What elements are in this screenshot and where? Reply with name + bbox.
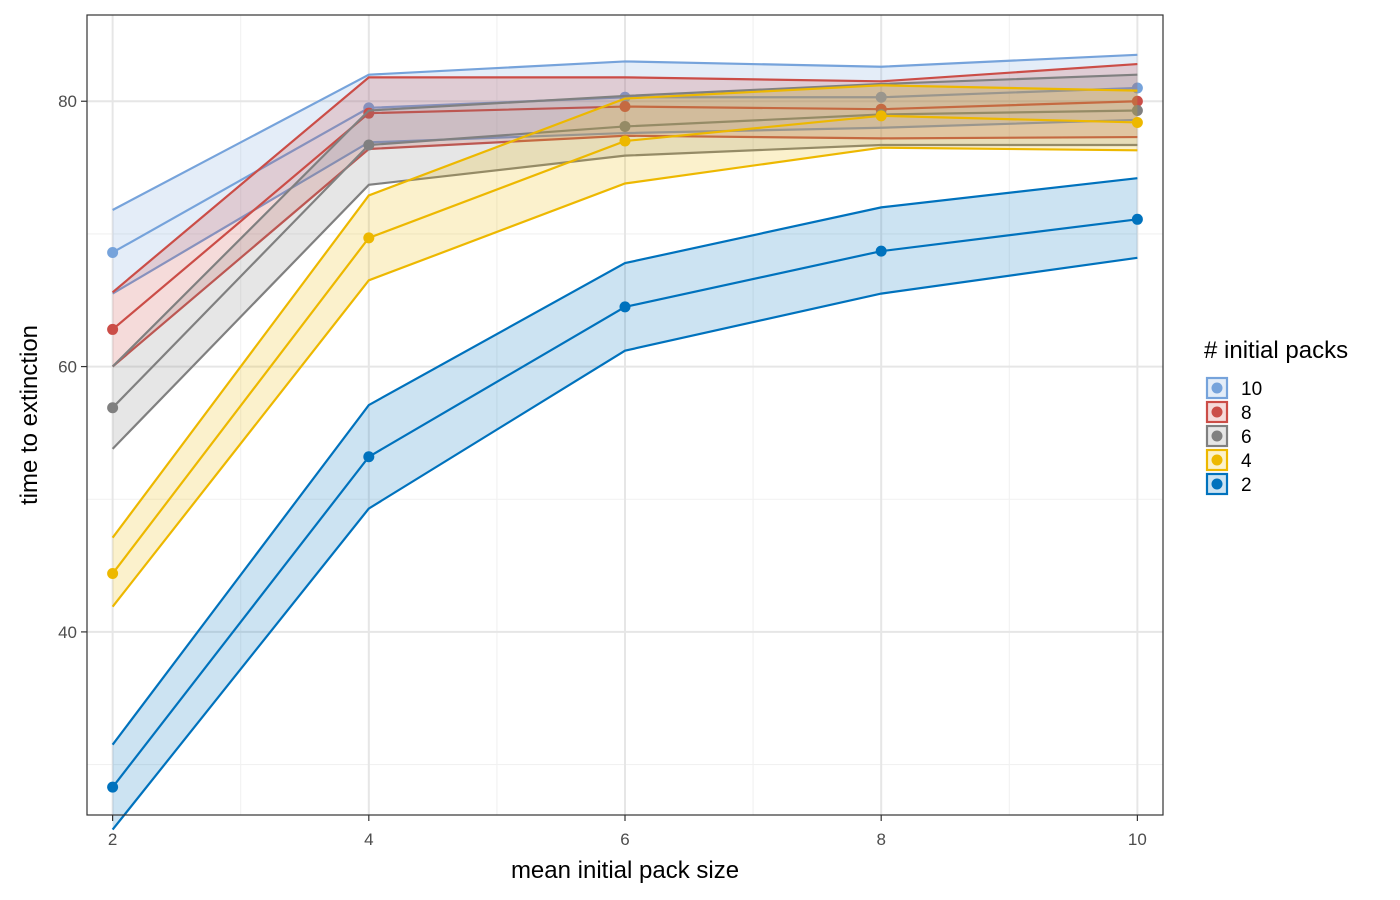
point-2 — [619, 301, 631, 313]
legend-point-8 — [1211, 406, 1223, 418]
point-4 — [107, 568, 119, 580]
ribbon-lower-10 — [112, 118, 1138, 295]
series-4 — [107, 84, 1143, 608]
x-axis: 2 4 6 8 10 — [108, 815, 1147, 849]
ribbon-6 — [112, 74, 1138, 449]
legend-point-6 — [1211, 430, 1223, 442]
x-tick-label: 2 — [108, 830, 117, 849]
legend-item-4: 4 — [1205, 448, 1252, 472]
ribbon-upper-10 — [112, 53, 1138, 211]
legend-label-8: 8 — [1241, 403, 1252, 424]
point-2 — [363, 451, 375, 463]
y-axis: 40 60 80 — [58, 92, 87, 642]
ribbon-lower-4 — [111, 146, 1138, 608]
legend-label-10: 10 — [1241, 379, 1262, 400]
point-4 — [1131, 116, 1143, 128]
legend-point-10 — [1211, 382, 1223, 394]
series-layer — [107, 53, 1143, 831]
point-8 — [619, 101, 631, 113]
legend-label-2: 2 — [1241, 475, 1252, 496]
point-4 — [619, 135, 631, 147]
legend: # initial packs 10 8 6 4 2 — [1204, 337, 1348, 496]
x-axis-title: mean initial pack size — [511, 857, 739, 884]
point-4 — [363, 232, 375, 244]
y-tick-label: 40 — [58, 623, 77, 642]
y-tick-label: 80 — [58, 92, 77, 111]
point-6 — [619, 120, 631, 132]
legend-point-2 — [1211, 478, 1223, 490]
point-6 — [1131, 105, 1143, 117]
point-8 — [107, 323, 119, 335]
ribbon-4 — [112, 85, 1138, 607]
series-6 — [107, 73, 1143, 450]
point-6 — [107, 402, 119, 414]
legend-item-8: 8 — [1205, 400, 1252, 424]
x-tick-label: 6 — [620, 830, 629, 849]
legend-label-6: 6 — [1241, 427, 1252, 448]
x-tick-label: 4 — [364, 830, 373, 849]
legend-item-6: 6 — [1205, 424, 1252, 448]
point-10 — [875, 91, 887, 103]
point-6 — [363, 139, 375, 151]
point-10 — [107, 246, 119, 258]
x-tick-label: 8 — [876, 830, 885, 849]
legend-title: # initial packs — [1204, 337, 1348, 364]
ribbon-upper-4 — [111, 84, 1138, 539]
legend-item-10: 10 — [1205, 376, 1262, 400]
point-8 — [1131, 95, 1143, 107]
point-2 — [875, 245, 887, 257]
ribbon-upper-2 — [111, 177, 1138, 746]
legend-item-2: 2 — [1205, 472, 1252, 496]
ribbon-lower-6 — [111, 143, 1138, 450]
ribbon-upper-6 — [111, 73, 1138, 368]
point-4 — [875, 110, 887, 122]
ribbon-upper-8 — [111, 62, 1138, 294]
legend-label-4: 4 — [1241, 451, 1252, 472]
y-axis-title: time to extinction — [16, 325, 43, 505]
ribbon-lower-2 — [111, 256, 1138, 831]
series-2 — [107, 177, 1143, 831]
legend-point-4 — [1211, 454, 1223, 466]
point-2 — [1131, 213, 1143, 225]
x-tick-label: 10 — [1128, 830, 1147, 849]
point-2 — [107, 781, 119, 793]
y-tick-label: 60 — [58, 358, 77, 377]
